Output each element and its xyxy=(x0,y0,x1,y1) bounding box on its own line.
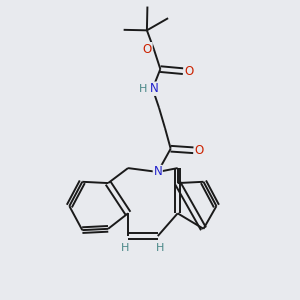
Text: H: H xyxy=(121,244,130,254)
Text: O: O xyxy=(143,43,152,56)
Text: O: O xyxy=(194,144,204,157)
Text: N: N xyxy=(150,82,159,95)
Text: O: O xyxy=(184,65,194,78)
Text: H: H xyxy=(140,84,148,94)
Text: N: N xyxy=(153,166,162,178)
Text: H: H xyxy=(156,244,164,254)
